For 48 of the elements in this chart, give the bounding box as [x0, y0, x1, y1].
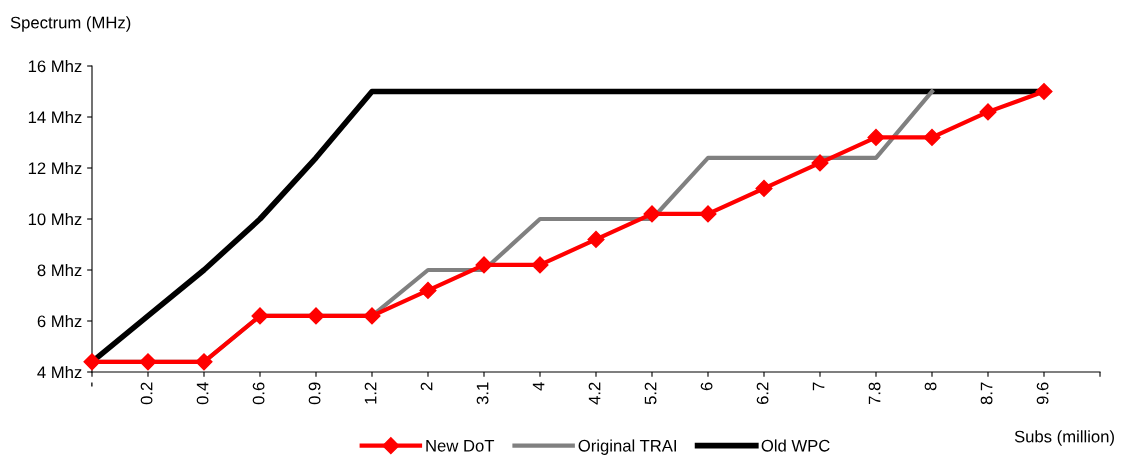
point [811, 154, 829, 172]
point [195, 353, 213, 371]
y-axis-title: Spectrum (MHz) [10, 16, 131, 32]
x-tick-label: 0.6 [252, 382, 265, 405]
x-tick-label: 4 [532, 382, 545, 391]
x-tick-label: 6.2 [756, 382, 769, 405]
y-tick-label: 12 Mhz [28, 161, 82, 175]
legend-label: New DoT [426, 440, 495, 452]
x-tick-label: 7 [812, 382, 825, 391]
y-tick-label: 4 Mhz [37, 365, 82, 379]
point [979, 103, 997, 121]
point [867, 128, 885, 146]
point [307, 307, 325, 325]
point [755, 179, 773, 197]
x-tick-label: 3.1 [476, 382, 489, 405]
x-tick-label: 4.2 [588, 382, 601, 405]
x-tick-label: 8 [924, 382, 937, 391]
x-tick-label: 8.7 [980, 382, 993, 405]
y-tick-label: 8 Mhz [37, 263, 82, 277]
x-tick-label: 0.9 [308, 382, 321, 405]
point [251, 307, 269, 325]
legend-label: Original TRAI [578, 439, 676, 455]
y-tick-label: 14 Mhz [28, 110, 82, 124]
y-tick-label: 16 Mhz [28, 59, 82, 73]
point [363, 307, 381, 325]
point [699, 205, 717, 223]
point [475, 256, 493, 274]
x-tick-label: 7.8 [868, 382, 881, 405]
x-tick-label: 6 [700, 382, 713, 391]
y-tick-label: 6 Mhz [37, 314, 82, 328]
x-tick-label: - [91, 382, 93, 387]
point [923, 128, 941, 146]
x-tick-label: 2 [420, 382, 433, 391]
point [587, 230, 605, 248]
x-axis-title: Subs (million) [1014, 430, 1114, 446]
point [1035, 82, 1053, 101]
point [419, 281, 437, 299]
y-tick-label: 10 Mhz [28, 212, 82, 226]
x-tick-label: 9.6 [1036, 382, 1049, 405]
point [139, 353, 157, 371]
x-tick-label: 0.4 [196, 382, 209, 405]
point [531, 256, 549, 274]
point [643, 205, 661, 223]
legend-label: Old WPC [761, 439, 830, 452]
x-tick-label: 5.2 [644, 382, 657, 405]
point [83, 353, 101, 371]
x-tick-label: 1.2 [364, 382, 377, 404]
x-tick-label: 0.2 [140, 382, 153, 405]
